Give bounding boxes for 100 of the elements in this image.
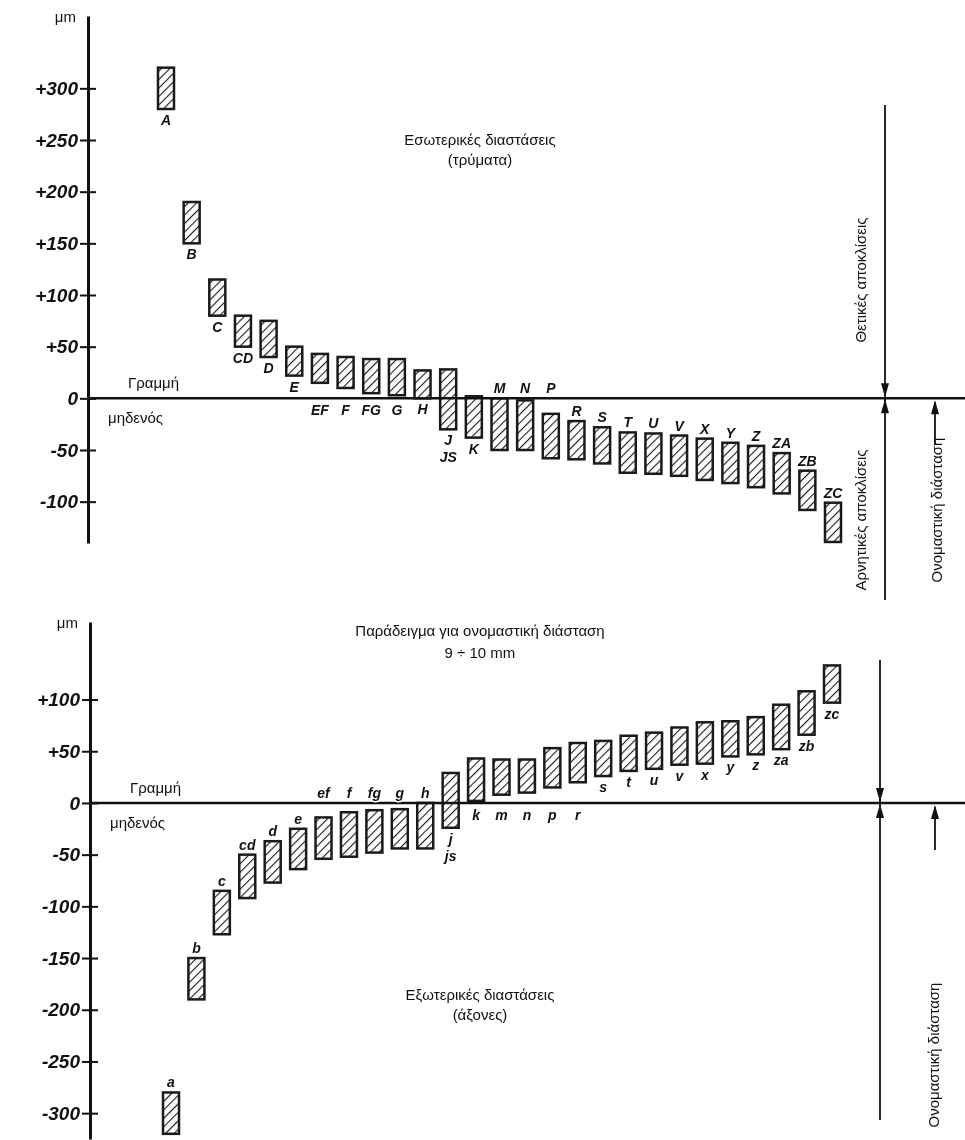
- x-tick-label: B: [186, 246, 197, 263]
- bar: [361, 357, 381, 395]
- text: Ονομαστική διάσταση: [927, 437, 945, 583]
- bar: [797, 690, 816, 736]
- y-tick-label: +150: [35, 232, 79, 254]
- x-tick-label: ZC: [822, 484, 844, 501]
- x-tick-label: J JS: [439, 432, 458, 466]
- y-axis-title: μm: [56, 614, 78, 631]
- bar: [339, 811, 359, 858]
- bar: [644, 432, 663, 476]
- text: Γραμμή μηδενός: [110, 778, 182, 831]
- x-tick-label: t: [626, 773, 633, 790]
- bar: [746, 444, 766, 489]
- bar: [543, 746, 562, 789]
- bar: [212, 889, 232, 936]
- y-tick-label: -100: [39, 491, 79, 513]
- x-tick-label: f: [346, 784, 353, 801]
- y-tick-label: +100: [37, 689, 81, 711]
- text: Γραμμή μηδενός: [108, 374, 180, 427]
- x-tick-label: C: [212, 318, 224, 335]
- x-tick-label: U: [648, 415, 660, 432]
- bar: [390, 807, 410, 850]
- x-tick-label: zb: [797, 737, 815, 754]
- y-tick-label: +50: [45, 336, 79, 358]
- bar: [263, 839, 282, 884]
- bar: [695, 437, 714, 482]
- x-tick-label: D: [263, 360, 274, 376]
- bar: [592, 426, 612, 465]
- bar: [187, 956, 206, 1001]
- text: Θετικές αποκλίσεις: [851, 217, 869, 343]
- x-tick-label: e: [294, 810, 303, 827]
- y-tick-label: -50: [50, 439, 79, 461]
- x-tick-label: j js: [442, 830, 457, 864]
- y-tick-label: +250: [35, 129, 79, 151]
- x-tick-label: S: [597, 409, 608, 426]
- x-tick-label: M: [493, 380, 506, 397]
- y-tick-label: -200: [41, 999, 81, 1021]
- bar: [567, 419, 586, 461]
- bar: [517, 758, 537, 794]
- x-tick-label: EF: [310, 402, 330, 419]
- bar: [593, 739, 613, 778]
- x-tick-label: z: [751, 757, 760, 774]
- x-tick-label: fg: [367, 784, 382, 801]
- x-tick-label: T: [623, 414, 634, 431]
- x-tick-label: Z: [750, 427, 761, 444]
- x-tick-label: E: [289, 378, 300, 395]
- x-tick-label: P: [546, 380, 557, 397]
- x-tick-label: G: [391, 402, 403, 419]
- bar: [365, 808, 384, 854]
- x-tick-label: x: [699, 766, 710, 783]
- bar: [208, 278, 227, 317]
- x-tick-label: r: [575, 806, 583, 823]
- x-tick-label: c: [217, 872, 226, 889]
- y-tick-label: +300: [35, 77, 79, 99]
- x-tick-label: n: [522, 806, 532, 823]
- bar: [182, 200, 201, 245]
- annotation: Εσωτερικές διαστάσεις (τρύματα): [404, 131, 556, 168]
- x-tick-label: F: [341, 402, 351, 419]
- x-tick-label: H: [417, 401, 429, 418]
- y-tick-label: -300: [41, 1102, 81, 1124]
- bar: [336, 355, 355, 390]
- x-tick-label: h: [420, 784, 430, 801]
- bar: [492, 758, 511, 796]
- x-tick-label: m: [495, 806, 508, 823]
- bar: [285, 345, 304, 377]
- annotation: Εξωτερικές διαστάσεις (άξονες): [405, 986, 555, 1023]
- bar: [238, 853, 257, 900]
- bar: [746, 715, 765, 756]
- bar: [619, 734, 638, 773]
- x-tick-label: d: [268, 823, 278, 840]
- bar: [314, 816, 333, 861]
- bar: [233, 314, 253, 348]
- x-tick-label: V: [674, 417, 686, 434]
- x-tick-label: zc: [823, 705, 840, 722]
- y-axis-title: μm: [54, 8, 76, 25]
- bar: [156, 66, 176, 111]
- x-tick-label: za: [772, 752, 789, 769]
- x-tick-label: N: [520, 380, 532, 397]
- x-tick-label: A: [159, 112, 172, 128]
- bar: [823, 501, 843, 544]
- text: Ονομαστική διάσταση: [924, 982, 942, 1128]
- bar: [669, 434, 689, 478]
- x-tick-label: y: [725, 759, 736, 776]
- x-tick-label: FG: [361, 402, 382, 419]
- x-tick-label: CD: [232, 349, 254, 366]
- bar: [259, 319, 278, 359]
- x-tick-label: g: [394, 784, 405, 801]
- x-tick-label: ZB: [797, 452, 817, 469]
- x-tick-label: R: [571, 403, 583, 420]
- text: Παράδειγμα για ονομαστική διάσταση 9 ÷ 10 mm: [355, 622, 605, 661]
- x-tick-label: v: [675, 767, 685, 784]
- bar: [695, 721, 715, 765]
- bar: [771, 703, 791, 751]
- x-tick-label: a: [167, 1074, 176, 1091]
- y-tick-label: -50: [52, 844, 81, 866]
- bar: [721, 441, 740, 485]
- y-tick-label: 0: [69, 792, 81, 814]
- bar: [541, 412, 561, 460]
- bar: [288, 827, 308, 871]
- y-tick-label: -250: [41, 1051, 81, 1073]
